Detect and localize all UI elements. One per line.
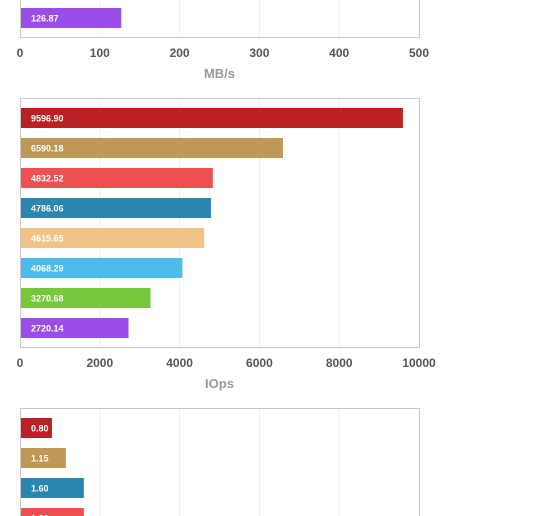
x-axis-title: MB/s bbox=[204, 66, 235, 81]
x-axis-title: IOps bbox=[205, 376, 234, 391]
x-tick-label: 500 bbox=[409, 46, 429, 60]
bar-value-label: 4786.06 bbox=[31, 204, 64, 214]
bar bbox=[21, 448, 66, 468]
x-tick-label: 6000 bbox=[246, 356, 273, 370]
bar bbox=[21, 478, 84, 498]
bar-value-label: 1.60 bbox=[31, 514, 49, 516]
bar-value-label: 1.60 bbox=[31, 484, 49, 494]
bar bbox=[21, 288, 151, 308]
x-tick-label: 2000 bbox=[86, 356, 113, 370]
bar-value-label: 0.80 bbox=[31, 424, 49, 434]
plot-frame bbox=[20, 0, 420, 38]
bar bbox=[21, 198, 211, 218]
x-tick-label: 0 bbox=[17, 46, 24, 60]
x-tick-label: 400 bbox=[329, 46, 349, 60]
bar-value-label: 9596.90 bbox=[31, 114, 64, 124]
x-tick-label: 8000 bbox=[326, 356, 353, 370]
x-tick-label: 300 bbox=[249, 46, 269, 60]
bar-value-label: 3270.68 bbox=[31, 294, 64, 304]
bar-value-label: 1.15 bbox=[31, 454, 49, 464]
bar bbox=[21, 108, 403, 128]
chart-3: 0.80 1.15 1.60 1.60 bbox=[20, 408, 420, 516]
bar bbox=[21, 138, 283, 158]
x-tick-label: 200 bbox=[170, 46, 190, 60]
bar bbox=[21, 418, 52, 438]
bar-value-label: 126.87 bbox=[31, 14, 59, 24]
bar-value-label: 6590.18 bbox=[31, 144, 64, 154]
x-tick-label: 0 bbox=[17, 356, 24, 370]
bar-value-label: 4832.52 bbox=[31, 174, 64, 184]
bar-value-label: 2720.14 bbox=[31, 324, 64, 334]
bar-value-label: 4615.65 bbox=[31, 234, 64, 244]
bar bbox=[21, 228, 205, 248]
chart-2: 9596.90 6590.18 4832.52 4786.06 4615.65 4068.… bbox=[17, 98, 436, 391]
bar bbox=[21, 8, 122, 28]
plot-frame bbox=[20, 98, 420, 348]
bar bbox=[21, 318, 129, 338]
bar-value-label: 4068.29 bbox=[31, 264, 64, 274]
chart-1: 126.87 0 100 200 300 400 500 MB/s bbox=[17, 0, 429, 81]
bar bbox=[21, 168, 213, 188]
bar bbox=[21, 508, 84, 516]
bar bbox=[21, 258, 183, 278]
x-tick-label: 10000 bbox=[402, 356, 436, 370]
plot-frame bbox=[20, 408, 420, 516]
x-tick-label: 4000 bbox=[166, 356, 193, 370]
x-tick-label: 100 bbox=[90, 46, 110, 60]
